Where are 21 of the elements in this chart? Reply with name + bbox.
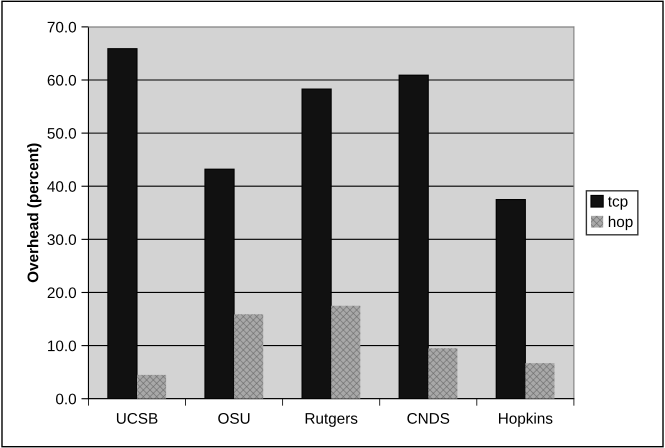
x-tick-label: Rutgers <box>306 413 358 427</box>
bar <box>136 374 166 399</box>
x-tick-label: CNDS <box>407 413 450 424</box>
x-tick-label: UCSB <box>116 413 158 424</box>
y-tick-label: 70.0 <box>48 22 76 33</box>
y-tick-label: 0.0 <box>56 394 76 404</box>
y-axis-title: Overhead (percent) <box>27 144 42 282</box>
y-tick-label: 20.0 <box>48 287 76 298</box>
y-tick-label: 30.0 <box>47 234 76 246</box>
x-tick-label: OSU <box>218 413 250 424</box>
bar <box>331 306 360 399</box>
legend-label: hop <box>608 216 633 230</box>
legend-label: tcp <box>608 196 628 210</box>
bar <box>428 348 458 399</box>
x-tick-label: Hopkins <box>499 412 552 427</box>
bar <box>525 363 554 399</box>
y-tick-label: 50.0 <box>48 128 76 139</box>
y-tick-label: 60.0 <box>48 74 76 86</box>
bar <box>234 314 264 399</box>
y-tick-label: 40.0 <box>47 181 76 192</box>
y-tick-label: 10.0 <box>48 340 76 352</box>
